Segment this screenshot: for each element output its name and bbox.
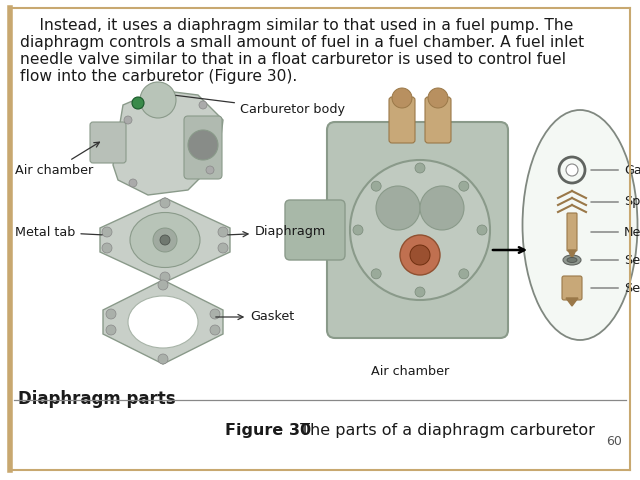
Circle shape [132,97,144,109]
Circle shape [106,325,116,335]
Circle shape [415,287,425,297]
Text: Figure 30: Figure 30 [225,423,311,438]
Circle shape [124,116,132,124]
Circle shape [376,186,420,230]
Text: Metal tab: Metal tab [15,226,102,239]
Text: Gasket: Gasket [591,164,640,177]
Text: 60: 60 [606,435,622,448]
Circle shape [459,269,469,279]
Circle shape [218,227,228,237]
Circle shape [160,198,170,208]
Text: Gasket: Gasket [216,311,294,324]
Circle shape [129,179,137,187]
FancyBboxPatch shape [184,116,222,179]
Polygon shape [566,298,578,306]
Circle shape [188,130,218,160]
Text: Diaphragm: Diaphragm [228,226,326,239]
Text: needle valve similar to that in a float carburetor is used to control fuel: needle valve similar to that in a float … [20,52,566,67]
FancyBboxPatch shape [389,97,415,143]
Ellipse shape [130,213,200,267]
Polygon shape [568,250,576,258]
Circle shape [428,88,448,108]
Text: Air chamber: Air chamber [371,365,449,378]
FancyBboxPatch shape [425,97,451,143]
Polygon shape [100,198,230,282]
Circle shape [102,243,112,253]
Circle shape [353,225,363,235]
Circle shape [199,101,207,109]
FancyBboxPatch shape [562,276,582,300]
Circle shape [371,269,381,279]
Circle shape [477,225,487,235]
Text: diaphragm controls a small amount of fuel in a fuel chamber. A fuel inlet: diaphragm controls a small amount of fue… [20,35,584,50]
Text: The parts of a diaphragm carburetor: The parts of a diaphragm carburetor [295,423,595,438]
Circle shape [206,166,214,174]
Circle shape [158,354,168,364]
Circle shape [158,280,168,290]
Circle shape [102,227,112,237]
Circle shape [400,235,440,275]
Ellipse shape [563,255,581,265]
Circle shape [350,160,490,300]
Text: flow into the carburetor (Figure 30).: flow into the carburetor (Figure 30). [20,69,297,84]
Circle shape [566,164,578,176]
Text: Instead, it uses a diaphragm similar to that used in a fuel pump. The: Instead, it uses a diaphragm similar to … [20,18,573,33]
Text: Seal: Seal [591,253,640,266]
Circle shape [140,82,176,118]
Circle shape [371,181,381,191]
Circle shape [415,163,425,173]
Circle shape [106,309,116,319]
Text: Seat: Seat [591,281,640,295]
FancyBboxPatch shape [90,122,126,163]
Circle shape [210,309,220,319]
Ellipse shape [128,296,198,348]
Circle shape [210,325,220,335]
Ellipse shape [567,257,577,263]
Circle shape [160,235,170,245]
Ellipse shape [522,110,637,340]
Circle shape [459,181,469,191]
Polygon shape [113,90,223,195]
Circle shape [420,186,464,230]
Text: Carburetor body: Carburetor body [176,96,345,117]
Polygon shape [103,280,223,364]
FancyBboxPatch shape [285,200,345,260]
Circle shape [392,88,412,108]
Circle shape [153,228,177,252]
FancyBboxPatch shape [567,213,577,251]
Text: Diaphragm parts: Diaphragm parts [18,390,175,408]
Text: Air chamber: Air chamber [15,142,99,177]
Circle shape [160,272,170,282]
FancyBboxPatch shape [327,122,508,338]
Circle shape [410,245,430,265]
Circle shape [218,243,228,253]
Text: Needle: Needle [591,226,640,239]
Text: Spring: Spring [591,195,640,208]
